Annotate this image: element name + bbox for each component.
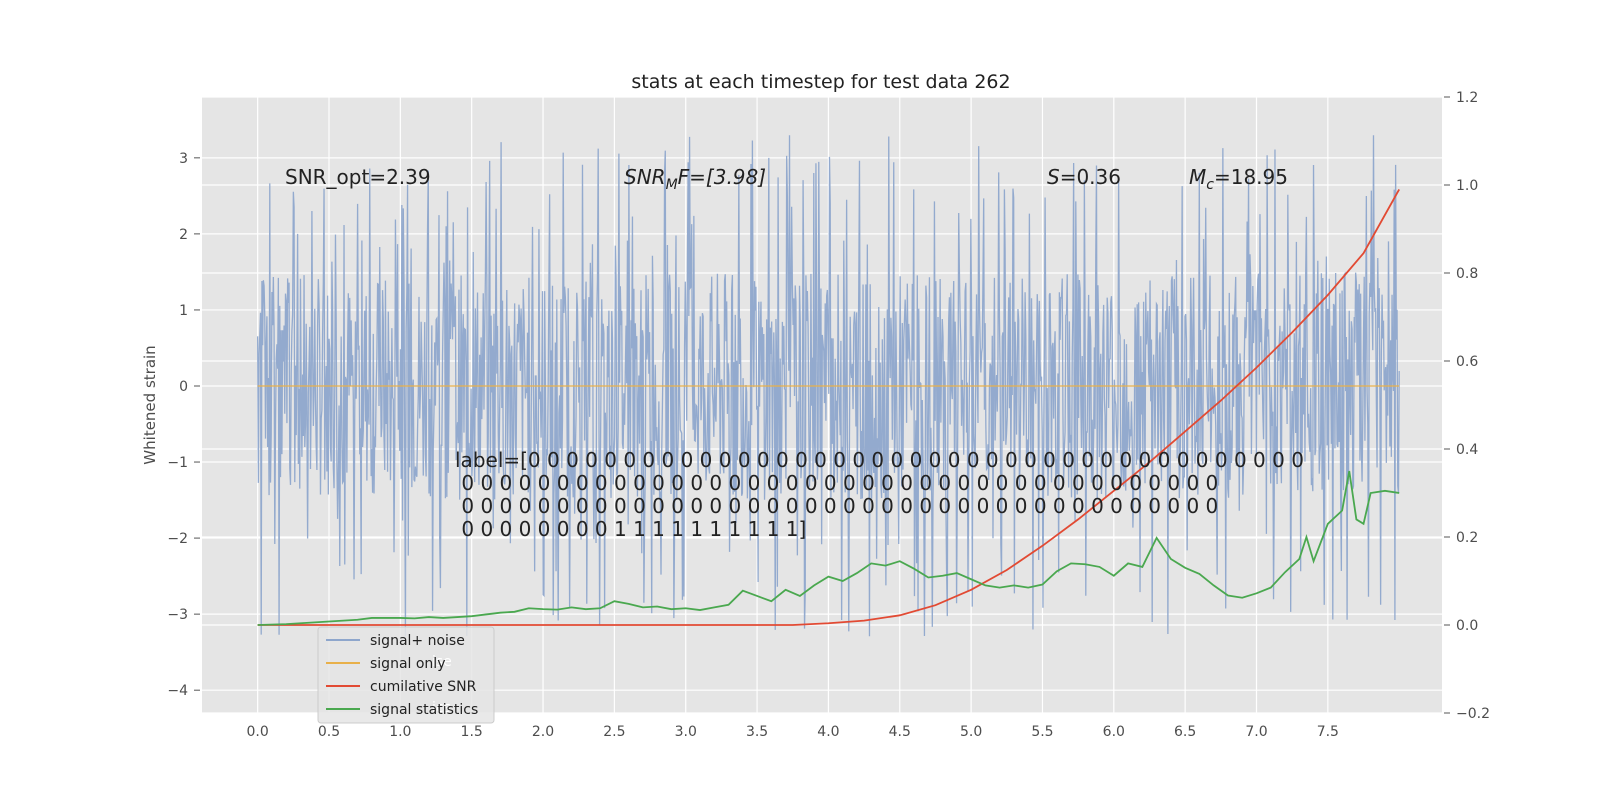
label-line-3: 0 0 0 0 0 0 0 0 0 0 0 0 0 0 0 0 0 0 0 0 …: [455, 494, 1218, 518]
legend-ghost-2: ics: [432, 700, 451, 716]
y2-tick-label: 1.0: [1456, 178, 1478, 194]
y2-tick-label: 0.2: [1456, 530, 1478, 546]
annotation-label: label=[0 0 0 0 0 0 0 0 0 0 0 0 0 0 0 0 0…: [455, 448, 1304, 541]
y2-tick-label: −0.2: [1456, 706, 1490, 722]
y-tick-label: −3: [167, 607, 188, 623]
y-tick-label: 2: [179, 227, 188, 243]
annotation-mc: Mc=18.95: [1189, 165, 1288, 193]
label-line-2: 0 0 0 0 0 0 0 0 0 0 0 0 0 0 0 0 0 0 0 0 …: [455, 471, 1218, 495]
label-line-4: 0 0 0 0 0 0 0 0 1 1 1 1 1 1 1 1 1 1]: [455, 517, 806, 541]
y2-tick-label: 1.2: [1456, 90, 1478, 106]
legend-box: [317, 626, 495, 724]
y-axis-label: Whitened strain: [141, 345, 159, 464]
legend: ise ics signal+ noise signal only cumila…: [317, 626, 495, 724]
x-tick-label: 3.0: [675, 724, 697, 740]
annotation-snr-opt: SNR_opt=2.39: [285, 165, 431, 189]
line-signal-statistics: [257, 470, 1400, 626]
x-tick-label: 2.5: [603, 724, 625, 740]
x-tick-label: 6.0: [1103, 724, 1125, 740]
legend-label-signal-noise: signal+ noise: [370, 633, 465, 649]
x-tick-label: 2.0: [532, 724, 554, 740]
x-tick-label: 1.0: [389, 724, 411, 740]
x-tick-label: 5.0: [960, 724, 982, 740]
x-tick-label: 0.0: [247, 724, 269, 740]
y-tick-label: −4: [167, 683, 188, 699]
x-tick-label: 5.5: [1031, 724, 1053, 740]
x-tick-label: 4.5: [889, 724, 911, 740]
label-line-1: label=[0 0 0 0 0 0 0 0 0 0 0 0 0 0 0 0 0…: [455, 448, 1304, 472]
legend-label-cumulative-snr: cumilative SNR: [370, 679, 477, 695]
y2-tick-label: 0.4: [1456, 442, 1478, 458]
series-lines: [257, 188, 1400, 626]
series-signal-noise: [257, 135, 1400, 637]
x-tick-label: 6.5: [1174, 724, 1196, 740]
legend-label-signal-statistics: signal statistics: [370, 702, 478, 718]
x-tick-label: 4.0: [817, 724, 839, 740]
y-tick-label: −1: [167, 455, 188, 471]
y2-tick-label: 0.0: [1456, 618, 1478, 634]
x-axis-ticks: 0.0 0.5 1.0 1.5 2.0 2.5 3.0 3.5 4.0 4.5 5.0 5.5 6.0 6…: [247, 724, 1339, 740]
y-tick-label: 1: [179, 303, 188, 319]
x-tick-label: 0.5: [318, 724, 340, 740]
y2-tick-label: 0.8: [1456, 266, 1478, 282]
chart-title: stats at each timestep for test data 262: [631, 71, 1010, 93]
x-tick-label: 3.5: [746, 724, 768, 740]
x-tick-label: 7.5: [1317, 724, 1339, 740]
x-tick-label: 7.0: [1245, 724, 1267, 740]
y-axis-ticks: 3 2 1 0 −1 −2 −3 −4: [167, 151, 200, 699]
annotation-snr-mf: SNRMF=[3.98]: [624, 165, 766, 193]
y2-axis-ticks: 1.2 1.0 0.8 0.6 0.4 0.2 0.0 −0.2: [1444, 90, 1490, 722]
y-tick-label: 3: [179, 151, 188, 167]
line-signal-noise: [257, 135, 1400, 637]
line-cumulative-snr: [257, 188, 1400, 626]
y-tick-label: −2: [167, 531, 188, 547]
x-tick-label: 1.5: [461, 724, 483, 740]
y2-tick-label: 0.6: [1456, 354, 1478, 370]
y-tick-label: 0: [179, 379, 188, 395]
annotation-s: S=0.36: [1047, 165, 1121, 189]
legend-ghost-1: ise: [432, 654, 452, 670]
legend-label-signal-only: signal only: [370, 656, 445, 672]
